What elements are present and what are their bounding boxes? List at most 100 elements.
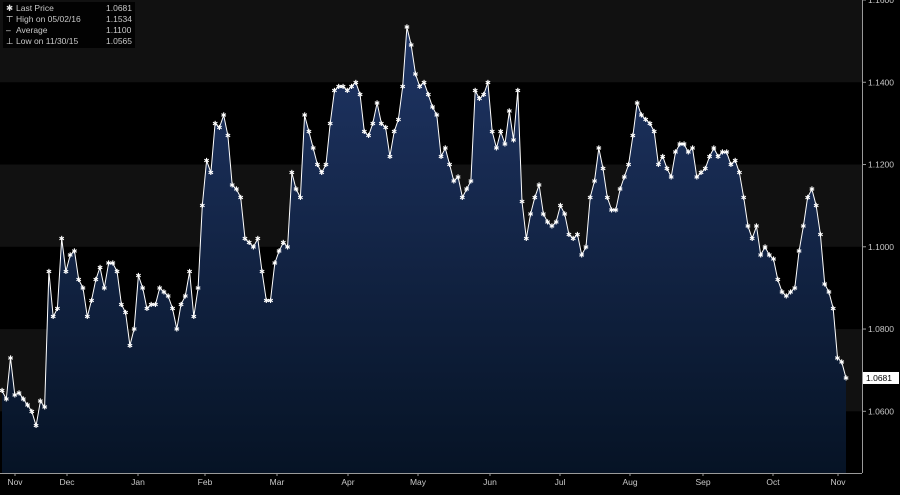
price-point: ✱ (195, 284, 201, 292)
price-point: ✱ (408, 42, 414, 50)
price-point: ✱ (805, 194, 811, 202)
price-point: ✱ (604, 194, 610, 202)
y-tick-label: 1.0800 (868, 324, 894, 334)
price-point: ✱ (182, 293, 188, 301)
price-point: ✱ (762, 243, 768, 251)
price-point: ✱ (502, 140, 508, 148)
price-point: ✱ (613, 206, 619, 214)
price-point: ✱ (707, 153, 713, 161)
price-point: ✱ (344, 87, 350, 95)
x-tick-label: Nov (830, 477, 846, 487)
price-point: ✱ (191, 313, 197, 321)
price-point: ✱ (327, 120, 333, 128)
price-point: ✱ (528, 210, 534, 218)
price-point: ✱ (336, 83, 342, 91)
price-point: ✱ (498, 128, 504, 136)
x-tick-label: Nov (7, 477, 23, 487)
price-point: ✱ (754, 223, 760, 231)
x-tick-label: Mar (270, 477, 285, 487)
legend-label: Last Price (16, 3, 54, 13)
price-point: ✱ (280, 239, 286, 247)
price-point: ✱ (208, 169, 214, 177)
x-tick-label: Dec (59, 477, 75, 487)
price-point: ✱ (165, 293, 171, 301)
price-point: ✱ (93, 276, 99, 284)
price-point: ✱ (106, 260, 112, 268)
price-point: ✱ (587, 194, 593, 202)
price-point: ✱ (643, 116, 649, 124)
price-point: ✱ (749, 235, 755, 243)
price-point: ✱ (523, 235, 529, 243)
price-point: ✱ (519, 198, 525, 206)
price-point: ✱ (711, 145, 717, 153)
price-point: ✱ (42, 404, 48, 412)
price-point: ✱ (489, 128, 495, 136)
price-point: ✱ (685, 149, 691, 157)
price-point: ✱ (234, 186, 240, 194)
price-point: ✱ (562, 210, 568, 218)
price-point: ✱ (511, 136, 517, 144)
price-point: ✱ (263, 297, 269, 305)
price-point: ✱ (374, 99, 380, 107)
price-point: ✱ (540, 210, 546, 218)
price-point: ✱ (199, 202, 205, 210)
background-band (0, 0, 862, 83)
price-point: ✱ (97, 264, 103, 272)
price-point: ✱ (732, 157, 738, 165)
price-point: ✱ (72, 247, 78, 255)
price-point: ✱ (455, 173, 461, 181)
price-point: ✱ (187, 268, 193, 276)
price-point: ✱ (698, 169, 704, 177)
price-point: ✱ (485, 79, 491, 87)
price-point: ✱ (157, 284, 163, 292)
x-tick-label: Feb (198, 477, 213, 487)
price-point: ✱ (809, 186, 815, 194)
last-price-marker-icon: ✱ (6, 3, 14, 13)
legend-item-last-price: ✱ Last Price 1.0681 (6, 3, 132, 14)
price-point: ✱ (736, 169, 742, 177)
price-point: ✱ (651, 128, 657, 136)
price-point: ✱ (148, 301, 154, 309)
price-point: ✱ (664, 165, 670, 173)
price-point: ✱ (387, 153, 393, 161)
legend-label: High on 05/02/16 (16, 14, 81, 24)
price-point: ✱ (225, 132, 231, 140)
price-point: ✱ (843, 374, 849, 382)
price-point: ✱ (319, 169, 325, 177)
price-point: ✱ (796, 247, 802, 255)
price-point: ✱ (771, 256, 777, 264)
price-point: ✱ (839, 358, 845, 366)
price-point: ✱ (442, 145, 448, 153)
last-price-tag-label: 1.0681 (866, 373, 892, 383)
price-point: ✱ (681, 140, 687, 148)
price-point: ✱ (468, 177, 474, 185)
price-point: ✱ (131, 326, 137, 334)
price-point: ✱ (101, 284, 107, 292)
price-point: ✱ (621, 173, 627, 181)
price-point: ✱ (553, 219, 559, 227)
price-point: ✱ (515, 87, 521, 95)
price-point: ✱ (259, 268, 265, 276)
price-point: ✱ (745, 223, 751, 231)
price-point: ✱ (570, 235, 576, 243)
price-point: ✱ (434, 112, 440, 120)
price-point: ✱ (638, 112, 644, 120)
price-point: ✱ (609, 206, 615, 214)
price-point: ✱ (792, 284, 798, 292)
price-point: ✱ (63, 268, 69, 276)
price-point: ✱ (80, 284, 86, 292)
price-point: ✱ (438, 153, 444, 161)
price-point: ✱ (549, 223, 555, 231)
last-price-tag: 1.0681 (863, 371, 899, 384)
price-point: ✱ (306, 128, 312, 136)
price-point: ✱ (421, 79, 427, 87)
price-point: ✱ (353, 79, 359, 87)
price-point: ✱ (332, 87, 338, 95)
price-point: ✱ (178, 301, 184, 309)
price-point: ✱ (297, 194, 303, 202)
price-point: ✱ (775, 276, 781, 284)
price-point: ✱ (340, 83, 346, 91)
price-point: ✱ (430, 103, 436, 111)
price-point: ✱ (383, 124, 389, 132)
price-point: ✱ (395, 116, 401, 124)
